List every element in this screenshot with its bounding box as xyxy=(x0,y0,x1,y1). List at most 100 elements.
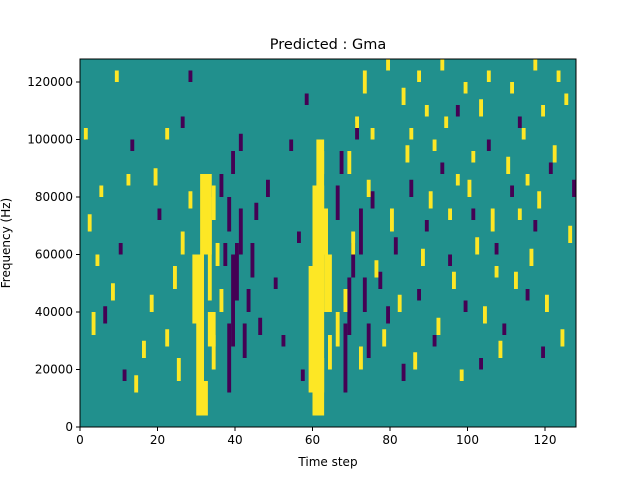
heatmap-cell-high xyxy=(359,346,363,370)
heatmap-cell-high xyxy=(444,116,449,128)
heatmap-cell-low xyxy=(432,335,437,347)
heatmap-cell-low xyxy=(572,179,576,197)
heatmap-cell-high xyxy=(188,191,193,209)
heatmap-cell-high xyxy=(362,70,367,94)
heatmap-cell-high xyxy=(517,208,522,220)
heatmap-cell-low xyxy=(351,243,356,278)
heatmap-cell-high xyxy=(320,208,328,255)
heatmap-cell-low xyxy=(103,306,108,324)
heatmap-cell-low xyxy=(238,208,243,255)
heatmap-cell-high xyxy=(467,179,472,197)
heatmap-cell-high xyxy=(335,312,340,347)
heatmap-cell-high xyxy=(215,243,220,266)
heatmap-cell-high xyxy=(455,174,460,186)
heatmap-cell-high xyxy=(200,174,212,255)
y-tick-label: 40000 xyxy=(35,305,73,319)
heatmap-cell-low xyxy=(273,277,278,289)
heatmap-cell-high xyxy=(568,225,573,243)
heatmap-cell-low xyxy=(246,289,251,312)
heatmap-cell-low xyxy=(180,116,185,128)
heatmap-cell-high xyxy=(525,174,530,186)
heatmap-cell-low xyxy=(118,243,123,255)
heatmap-cell-high xyxy=(382,329,387,347)
heatmap-cell-low xyxy=(424,220,429,232)
heatmap-cell-high xyxy=(83,128,88,140)
x-axis: 0 20 40 60 80 100 120 xyxy=(76,427,556,447)
plot-area xyxy=(79,58,577,428)
heatmap-cell-low xyxy=(188,70,193,82)
x-tick-label: 60 xyxy=(305,433,320,447)
heatmap-cell-high xyxy=(153,168,158,186)
heatmap-cell-low xyxy=(417,289,421,301)
heatmap-cell-high xyxy=(126,174,131,186)
heatmap-cell-high xyxy=(459,369,464,381)
heatmap-cell-high xyxy=(541,105,545,117)
heatmap-cell-low xyxy=(254,202,259,220)
heatmap-cell-high xyxy=(207,312,216,347)
heatmap-cell-high xyxy=(312,185,325,266)
heatmap-cell-low xyxy=(289,139,294,151)
heatmap-cell-high xyxy=(428,191,433,209)
y-axis-label: Frequency (Hz) xyxy=(0,198,13,289)
x-tick-label: 100 xyxy=(456,433,479,447)
heatmap-cell-high xyxy=(99,185,104,197)
heatmap-cell-high xyxy=(196,381,208,416)
heatmap-cell-low xyxy=(386,306,390,324)
y-tick-label: 80000 xyxy=(35,190,73,204)
heatmap-cell-low xyxy=(281,335,286,347)
heatmap-cell-high xyxy=(405,145,410,163)
heatmap-cell-low xyxy=(347,277,352,335)
heatmap-cell-high xyxy=(114,70,119,82)
heatmap-cell-high xyxy=(475,237,480,255)
heatmap-cell-high xyxy=(219,289,224,312)
heatmap-cell-high xyxy=(556,70,561,82)
heatmap-cell-high xyxy=(316,139,325,220)
chart-title: Predicted : Gma xyxy=(270,37,386,53)
heatmap-cell-high xyxy=(111,283,115,301)
heatmap-cell-low xyxy=(355,122,359,140)
heatmap-cell-high xyxy=(490,208,495,232)
x-tick-label: 80 xyxy=(382,433,397,447)
heatmap-cell-high xyxy=(134,375,139,393)
heatmap-cell-high xyxy=(192,254,201,324)
x-tick-label: 40 xyxy=(227,433,242,447)
heatmap-cell-low xyxy=(548,162,553,174)
heatmap-cell-high xyxy=(165,329,170,347)
heatmap-cell-low xyxy=(297,231,301,243)
heatmap-cell-low xyxy=(258,317,263,335)
heatmap-cell-low xyxy=(235,243,239,301)
heatmap-cell-high xyxy=(366,179,371,197)
heatmap-cell-high xyxy=(397,294,402,312)
heatmap-cell-high xyxy=(413,352,418,370)
heatmap-cell-low xyxy=(339,151,344,174)
heatmap-cell-high xyxy=(211,335,216,370)
heatmap-cell-low xyxy=(440,162,445,174)
heatmap-cell-high xyxy=(401,87,406,105)
heatmap-cell-high xyxy=(320,358,325,381)
heatmap-cell-high xyxy=(324,254,332,312)
heatmap-cell-low xyxy=(517,116,522,128)
y-tick-label: 60000 xyxy=(35,248,73,262)
y-tick-label: 100000 xyxy=(27,133,73,147)
heatmap-cell-low xyxy=(231,151,235,174)
heatmap-cell-low xyxy=(370,191,375,209)
y-axis: 0 20000 40000 60000 80000 100000 120000 xyxy=(27,75,80,434)
heatmap-cell-high xyxy=(564,93,569,105)
heatmap-cell-high xyxy=(211,185,216,220)
heatmap-cell-high xyxy=(180,231,185,255)
heatmap-cell-high xyxy=(347,151,352,174)
heatmap-cell-high xyxy=(421,248,425,266)
heatmap-cell-low xyxy=(227,323,232,393)
heatmap-cell-low xyxy=(343,323,348,393)
heatmap-cell-high xyxy=(176,358,181,381)
heatmap-cell-high xyxy=(149,294,154,312)
heatmap-cell-high xyxy=(355,116,359,128)
heatmap-cell-high xyxy=(312,381,325,416)
heatmap-cell-low xyxy=(471,208,476,220)
heatmap-cell-low xyxy=(219,174,224,197)
heatmap-cell-low xyxy=(401,363,406,381)
heatmap-cell-high xyxy=(91,312,96,335)
heatmap-cell-high xyxy=(386,59,390,71)
heatmap-cell-low xyxy=(510,185,514,197)
